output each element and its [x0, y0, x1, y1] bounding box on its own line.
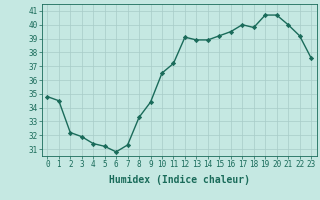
- X-axis label: Humidex (Indice chaleur): Humidex (Indice chaleur): [109, 175, 250, 185]
